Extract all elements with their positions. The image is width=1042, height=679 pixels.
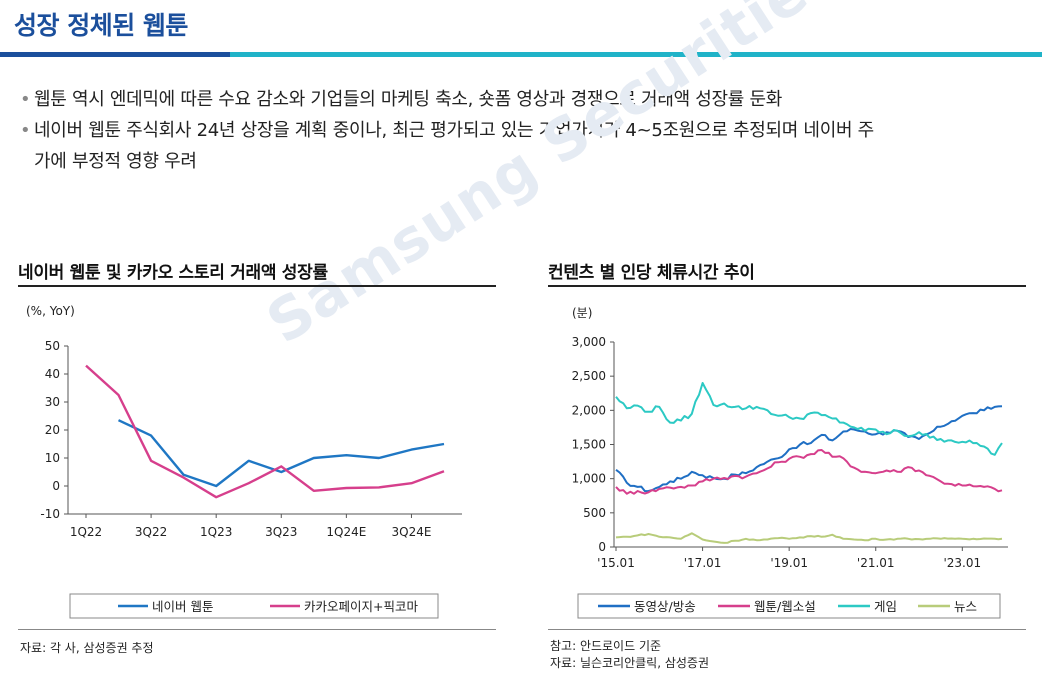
legend-label: 게임	[874, 599, 897, 614]
bullet-list: • 웹툰 역시 엔데믹에 따른 수요 감소와 기업들의 마케팅 축소, 숏폼 영…	[20, 84, 1030, 177]
legend-label: 카카오페이지+픽코마	[304, 599, 418, 614]
chart-title-left: 네이버 웹툰 및 카카오 스토리 거래액 성장률	[18, 263, 328, 283]
series-line	[615, 449, 1003, 495]
chart-rule-left	[18, 285, 496, 287]
chart-title-right: 컨텐츠 별 인당 체류시간 추이	[548, 263, 755, 283]
chart-rule-bottom-left	[18, 629, 496, 630]
legend-label: 뉴스	[954, 599, 977, 614]
series-line	[615, 382, 1003, 456]
bullet-item: • 웹툰 역시 엔데믹에 따른 수요 감소와 기업들의 마케팅 축소, 숏폼 영…	[20, 84, 1030, 115]
bullet-text: 가에 부정적 영향 우려	[34, 151, 197, 172]
legend-label: 웹툰/웹소설	[754, 599, 816, 614]
legend-label: 동영상/방송	[634, 599, 696, 614]
legend-label: 네이버 웹툰	[152, 599, 213, 614]
bullet-item: • 네이버 웹툰 주식회사 24년 상장을 계획 중이나, 최근 평가되고 있는…	[20, 115, 1030, 146]
x-tick-label: 1Q22	[70, 525, 102, 539]
x-tick-label: 1Q24E	[326, 525, 366, 539]
y-tick-label: 1,000	[572, 472, 606, 486]
y-tick-label: 500	[583, 506, 606, 520]
chart-growth-rate: -10 0 10 20 30 40 50 1Q22 3Q22 1Q23 3Q23 1Q24E 3Q24E…	[40, 339, 462, 619]
y-tick-label: 40	[45, 367, 60, 381]
bullet-text: 웹툰 역시 엔데믹에 따른 수요 감소와 기업들의 마케팅 축소, 숏폼 영상과…	[34, 89, 782, 110]
y-tick-label: -10	[40, 507, 60, 521]
series-line	[85, 364, 445, 499]
chart-unit-left: (%, YoY)	[26, 304, 75, 318]
y-tick-label: 2,500	[572, 369, 606, 383]
chart-note-line: 참고: 안드로이드 기준	[550, 639, 662, 653]
chart-dwell-time: 0 500 1,000 1,500 2,000 2,500 3,000 '15.01 '17.0…	[572, 335, 1008, 619]
chart-unit-right: (분)	[572, 306, 593, 320]
chart-rule-right	[548, 285, 1026, 287]
series-line	[615, 405, 1003, 493]
x-tick-label: '23.01	[943, 556, 981, 570]
bullet-dot-icon: •	[20, 89, 31, 110]
y-tick-label: 1,500	[572, 438, 606, 452]
bullet-dot-icon: •	[20, 120, 31, 141]
y-tick-label: 0	[598, 540, 606, 554]
y-tick-label: 3,000	[572, 335, 606, 349]
series-line	[117, 419, 445, 488]
y-tick-label: 2,000	[572, 403, 606, 417]
x-tick-label: '17.01	[684, 556, 722, 570]
x-tick-label: '19.01	[770, 556, 808, 570]
y-tick-label: 0	[52, 479, 60, 493]
chart-rule-bottom-right	[548, 629, 1026, 630]
series-line	[615, 532, 1003, 544]
y-tick-label: 50	[45, 339, 60, 353]
bullet-text: 네이버 웹툰 주식회사 24년 상장을 계획 중이나, 최근 평가되고 있는 기…	[34, 120, 874, 141]
x-tick-label: '15.01	[597, 556, 635, 570]
title-underline-light	[230, 52, 1042, 57]
page-title: 성장 정체된 웹툰	[14, 11, 188, 40]
title-underline-dark	[0, 52, 230, 57]
x-tick-label: 1Q23	[200, 525, 232, 539]
chart-notes-right: 참고: 안드로이드 기준 자료: 닐슨코리안클릭, 삼성증권	[550, 638, 709, 672]
chart-source-left: 자료: 각 사, 삼성증권 추정	[20, 641, 154, 655]
chart-note-line: 자료: 닐슨코리안클릭, 삼성증권	[550, 656, 710, 670]
x-tick-label: 3Q22	[135, 525, 167, 539]
bullet-indent	[20, 146, 34, 177]
x-tick-label: 3Q24E	[391, 525, 431, 539]
x-tick-label: 3Q23	[265, 525, 297, 539]
y-tick-label: 10	[45, 451, 60, 465]
bullet-item-continued: 가에 부정적 영향 우려	[20, 146, 1030, 177]
y-tick-label: 20	[45, 423, 60, 437]
y-tick-label: 30	[45, 395, 60, 409]
x-tick-label: '21.01	[857, 556, 895, 570]
